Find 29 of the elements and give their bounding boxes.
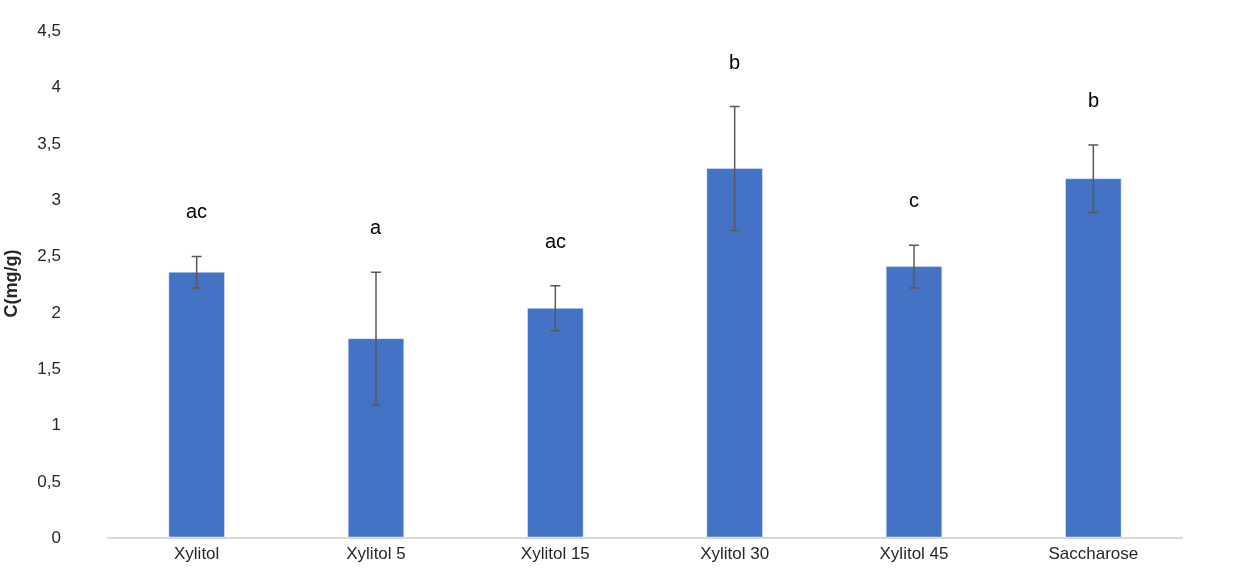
x-tick-label: Xylitol 5 <box>346 544 406 564</box>
y-tick-label: 0 <box>51 527 61 547</box>
x-tick-label: Xylitol 15 <box>520 544 590 564</box>
x-tick-label: Saccharose <box>1048 544 1139 564</box>
y-tick-label: 4,5 <box>37 20 61 40</box>
y-tick-label: 1 <box>51 415 61 435</box>
y-tick-label: 4 <box>51 77 61 97</box>
bar <box>706 168 763 537</box>
bar <box>527 308 584 537</box>
x-tick-label: Xylitol 30 <box>700 544 770 564</box>
x-tick-label: Xylitol 45 <box>879 544 949 564</box>
y-axis-title: C(mg/g) <box>0 249 21 318</box>
bar <box>168 271 225 537</box>
y-tick-label: 3 <box>51 189 61 209</box>
y-tick-label: 3,5 <box>37 133 61 153</box>
bar <box>1065 178 1122 537</box>
y-tick-label: 2 <box>51 302 61 322</box>
annotation: ac <box>545 230 567 252</box>
annotation: a <box>370 216 382 238</box>
y-tick-label: 2,5 <box>37 246 61 266</box>
annotation: b <box>1088 89 1100 111</box>
bar <box>347 338 405 537</box>
y-tick-label: 1,5 <box>37 358 61 378</box>
x-tick-label: Xylitol <box>173 544 220 564</box>
annotation: ac <box>186 200 208 222</box>
annotation: c <box>909 189 919 211</box>
annotation: b <box>729 51 741 73</box>
bar <box>885 266 943 537</box>
y-tick-label: 0,5 <box>37 471 61 491</box>
